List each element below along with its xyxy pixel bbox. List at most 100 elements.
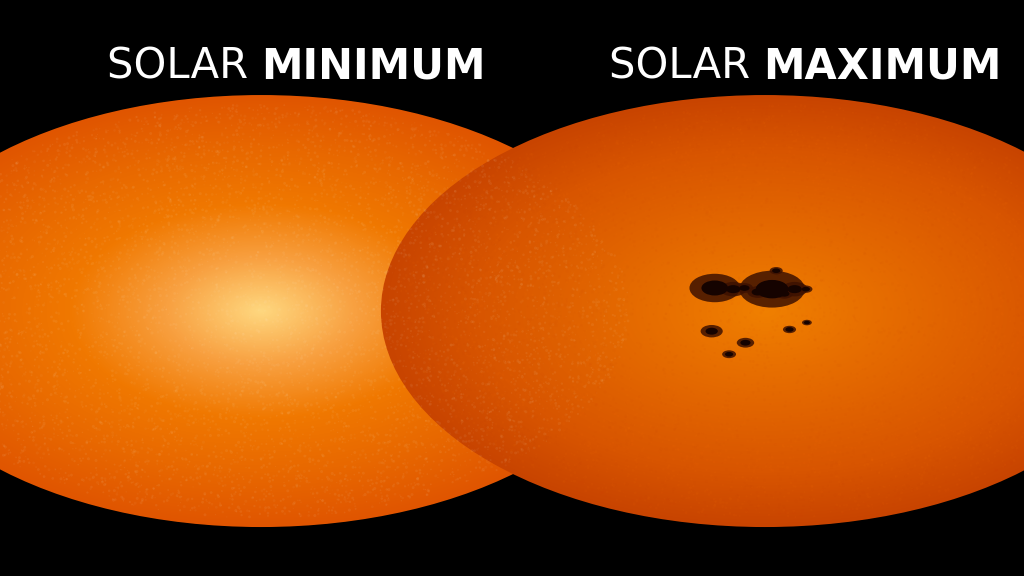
Point (276, 472, 293, 482)
Point (733, 348, 750, 357)
Point (548, 249, 564, 258)
Point (131, 370, 147, 380)
Point (495, 227, 511, 236)
Point (19, 166, 36, 175)
Point (922, 353, 938, 362)
Point (856, 249, 872, 258)
Point (419, 367, 435, 376)
Point (442, 303, 459, 312)
Point (140, 380, 157, 389)
Point (519, 183, 536, 192)
Point (29, 448, 45, 457)
Point (19, 193, 36, 202)
Point (575, 358, 592, 367)
Point (151, 157, 167, 166)
Point (990, 200, 1007, 210)
Point (894, 358, 910, 367)
Point (579, 326, 595, 335)
Point (120, 401, 136, 411)
Point (616, 281, 633, 290)
Point (440, 400, 457, 410)
Point (82, 366, 98, 375)
Point (805, 464, 821, 473)
Point (197, 177, 213, 186)
Point (925, 306, 941, 316)
Point (722, 330, 738, 339)
Point (854, 247, 870, 256)
Point (19, 256, 36, 265)
Point (59, 142, 76, 151)
Point (48, 414, 65, 423)
Point (959, 165, 976, 174)
Point (54, 356, 71, 365)
Point (839, 358, 855, 367)
Point (645, 431, 662, 440)
Point (649, 411, 666, 420)
Point (804, 204, 820, 214)
Point (1005, 250, 1021, 259)
Point (381, 189, 397, 198)
Point (982, 285, 998, 294)
Point (739, 429, 756, 438)
Point (368, 407, 384, 416)
Point (502, 415, 518, 425)
Point (437, 289, 454, 298)
Point (170, 486, 186, 495)
Point (655, 108, 672, 117)
Point (170, 195, 186, 204)
Point (481, 323, 498, 332)
Point (892, 295, 908, 304)
Point (442, 206, 459, 215)
Point (587, 330, 603, 339)
Point (19, 196, 36, 205)
Point (93, 452, 110, 461)
Point (830, 201, 847, 210)
Point (589, 319, 605, 328)
Point (380, 323, 396, 332)
Point (579, 232, 595, 241)
Point (357, 453, 374, 463)
Point (553, 353, 569, 362)
Point (390, 463, 407, 472)
Point (327, 239, 343, 248)
Point (595, 339, 611, 348)
Point (498, 166, 514, 175)
Point (189, 464, 206, 473)
Point (171, 195, 187, 204)
Point (513, 311, 529, 320)
Point (527, 247, 544, 256)
Point (939, 401, 955, 411)
Point (75, 264, 91, 274)
Point (92, 418, 109, 427)
Point (139, 484, 156, 494)
Point (210, 216, 226, 225)
Point (552, 404, 568, 413)
Point (923, 282, 939, 291)
Point (441, 240, 458, 249)
Point (754, 306, 770, 316)
Circle shape (502, 162, 1024, 459)
Point (988, 365, 1005, 374)
Point (923, 332, 939, 341)
Point (0, 442, 4, 451)
Point (314, 245, 331, 255)
Point (153, 382, 169, 391)
Point (141, 306, 158, 316)
Point (396, 282, 413, 291)
Point (493, 204, 509, 213)
Point (106, 475, 123, 484)
Point (837, 351, 853, 361)
Point (955, 267, 972, 276)
Point (144, 491, 161, 501)
Point (1008, 272, 1024, 282)
Point (668, 405, 684, 414)
Point (652, 158, 669, 168)
Point (706, 494, 722, 503)
Point (716, 438, 732, 448)
Point (408, 124, 424, 134)
Circle shape (664, 254, 866, 368)
Point (724, 240, 740, 249)
Point (963, 417, 979, 426)
Point (333, 498, 349, 507)
Point (133, 472, 150, 482)
